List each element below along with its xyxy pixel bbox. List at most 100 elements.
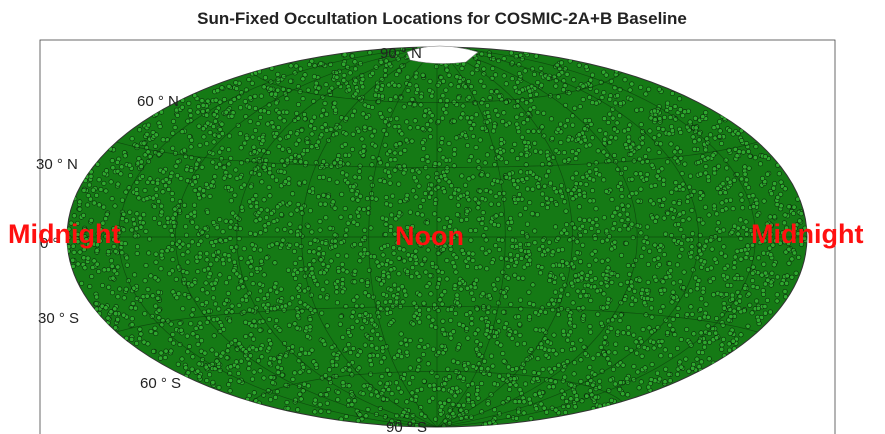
occultation-point bbox=[515, 156, 521, 162]
occultation-point bbox=[300, 364, 306, 370]
occultation-point bbox=[419, 261, 425, 267]
occultation-point bbox=[440, 93, 446, 99]
occultation-point bbox=[214, 358, 220, 364]
occultation-point bbox=[266, 184, 272, 190]
occultation-point bbox=[499, 237, 505, 243]
occultation-point bbox=[368, 225, 374, 231]
occultation-point bbox=[142, 188, 148, 194]
occultation-point bbox=[526, 396, 532, 402]
occultation-point bbox=[202, 225, 208, 231]
occultation-point bbox=[248, 264, 254, 270]
occultation-point bbox=[428, 182, 434, 188]
occultation-point bbox=[508, 219, 514, 225]
occultation-point bbox=[472, 196, 478, 202]
occultation-point bbox=[188, 113, 194, 119]
occultation-point bbox=[325, 194, 331, 200]
occultation-point bbox=[538, 82, 544, 88]
occultation-point bbox=[485, 110, 491, 116]
occultation-point bbox=[505, 275, 511, 281]
occultation-point bbox=[342, 52, 348, 58]
occultation-point bbox=[635, 369, 641, 375]
occultation-point bbox=[719, 200, 725, 206]
occultation-point bbox=[473, 145, 479, 151]
occultation-point bbox=[439, 140, 445, 146]
occultation-point bbox=[94, 261, 100, 267]
occultation-point bbox=[519, 134, 525, 140]
occultation-point bbox=[474, 306, 480, 312]
occultation-point bbox=[225, 348, 231, 354]
occultation-point bbox=[428, 291, 434, 297]
occultation-point bbox=[590, 355, 596, 361]
occultation-point bbox=[308, 123, 314, 129]
occultation-point bbox=[603, 188, 609, 194]
occultation-point bbox=[237, 131, 243, 137]
occultation-point bbox=[444, 165, 450, 171]
occultation-point bbox=[295, 232, 301, 238]
occultation-point bbox=[718, 291, 724, 297]
occultation-point bbox=[320, 251, 326, 257]
occultation-point bbox=[352, 59, 358, 65]
occultation-point bbox=[381, 291, 387, 297]
occultation-point bbox=[452, 264, 458, 270]
occultation-point bbox=[427, 383, 433, 389]
occultation-point bbox=[619, 218, 625, 224]
occultation-point bbox=[350, 196, 356, 202]
occultation-point bbox=[351, 184, 357, 190]
occultation-point bbox=[689, 207, 695, 213]
occultation-point bbox=[207, 271, 213, 277]
occultation-point bbox=[381, 355, 387, 361]
occultation-point bbox=[157, 220, 163, 226]
occultation-point bbox=[693, 125, 699, 131]
occultation-point bbox=[751, 204, 757, 210]
occultation-point bbox=[340, 367, 346, 373]
occultation-point bbox=[533, 327, 539, 333]
occultation-point bbox=[628, 151, 634, 157]
occultation-point bbox=[519, 112, 525, 118]
lat-label-30n: 30 ° N bbox=[36, 156, 78, 173]
occultation-point bbox=[79, 280, 85, 286]
occultation-point bbox=[771, 262, 777, 268]
occultation-point bbox=[689, 249, 695, 255]
occultation-point bbox=[521, 399, 527, 405]
occultation-point bbox=[411, 313, 417, 319]
occultation-point bbox=[564, 117, 570, 123]
occultation-point bbox=[479, 196, 485, 202]
occultation-point bbox=[374, 345, 380, 351]
occultation-point bbox=[365, 104, 371, 110]
occultation-point bbox=[269, 120, 275, 126]
occultation-point bbox=[156, 151, 162, 157]
occultation-point bbox=[655, 325, 661, 331]
occultation-point bbox=[503, 99, 509, 105]
occultation-point bbox=[715, 186, 721, 192]
occultation-point bbox=[671, 200, 677, 206]
occultation-point bbox=[186, 100, 192, 106]
occultation-point bbox=[690, 365, 696, 371]
occultation-point bbox=[615, 329, 621, 335]
occultation-point bbox=[540, 244, 546, 250]
occultation-point bbox=[602, 136, 608, 142]
occultation-point bbox=[369, 343, 375, 349]
occultation-point bbox=[602, 352, 608, 358]
occultation-point bbox=[420, 126, 426, 132]
occultation-point bbox=[363, 114, 369, 120]
occultation-point bbox=[204, 112, 210, 118]
occultation-point bbox=[593, 216, 599, 222]
occultation-point bbox=[421, 146, 427, 152]
occultation-point bbox=[498, 137, 504, 143]
occultation-point bbox=[129, 136, 135, 142]
occultation-point bbox=[219, 85, 225, 91]
occultation-point bbox=[81, 212, 87, 218]
occultation-point bbox=[601, 215, 607, 221]
occultation-point bbox=[583, 181, 589, 187]
occultation-point bbox=[677, 211, 683, 217]
occultation-point bbox=[142, 278, 148, 284]
occultation-point bbox=[659, 338, 665, 344]
occultation-point bbox=[625, 262, 631, 268]
occultation-point bbox=[485, 366, 491, 372]
occultation-point bbox=[117, 286, 123, 292]
occultation-point bbox=[556, 362, 562, 368]
occultation-point bbox=[142, 311, 148, 317]
occultation-point bbox=[581, 217, 587, 223]
occultation-point bbox=[494, 340, 500, 346]
occultation-point bbox=[108, 309, 114, 315]
